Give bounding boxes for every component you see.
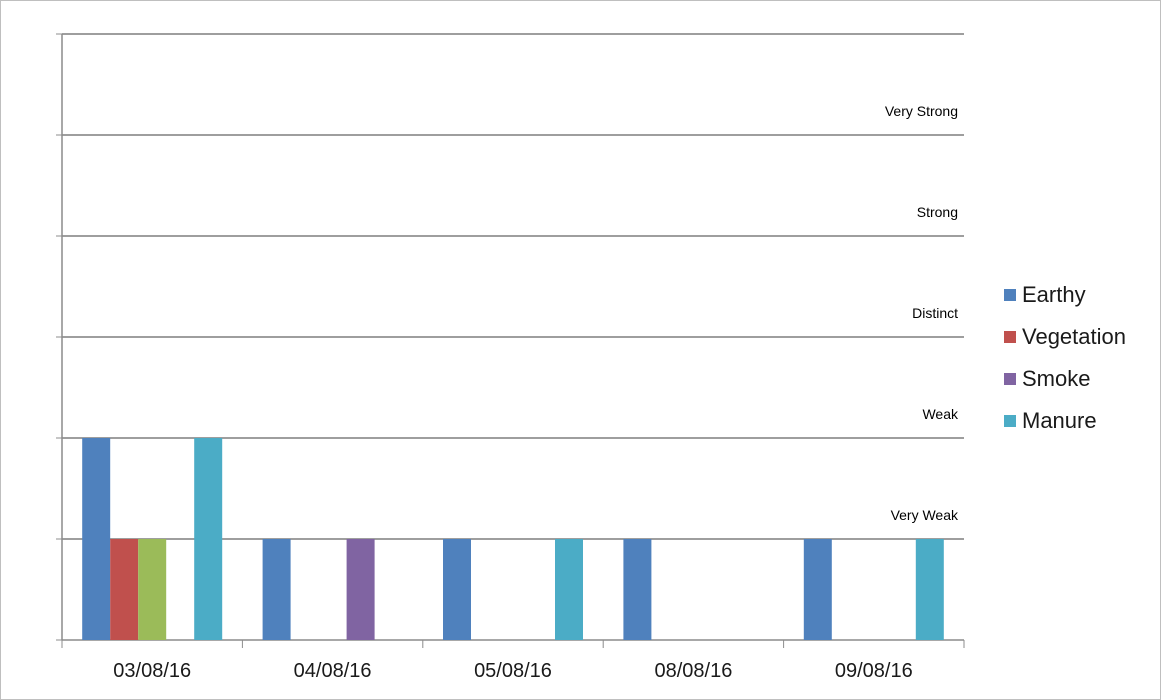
bar-manure-4 [915, 539, 944, 640]
legend-swatch-earthy [1004, 289, 1016, 301]
legend-label-smoke: Smoke [1022, 366, 1091, 391]
legend-swatch-manure [1004, 415, 1016, 427]
bar-earthy-3 [623, 539, 652, 640]
bar-earthy-2 [443, 539, 471, 640]
legend-label-earthy: Earthy [1022, 282, 1086, 307]
bar-earthy-4 [803, 539, 832, 640]
bar-earthy-1 [262, 539, 291, 640]
x-tick-label: 08/08/16 [654, 660, 732, 682]
legend-label-manure: Manure [1022, 408, 1097, 433]
legend-label-vegetation: Vegetation [1022, 324, 1126, 349]
x-tick-label: 03/08/16 [113, 660, 191, 682]
bar-earthy-0 [82, 438, 111, 640]
legend-item-manure: Manure [1004, 400, 1126, 442]
chart-legend: Earthy Vegetation Smoke Manure [1004, 274, 1126, 442]
bar-manure-0 [194, 438, 223, 640]
x-tick-label: 05/08/16 [474, 660, 552, 682]
x-tick-label: 04/08/16 [294, 660, 372, 682]
level-label: Distinct [912, 305, 958, 321]
bar-manure-2 [555, 539, 583, 640]
legend-item-earthy: Earthy [1004, 274, 1126, 316]
level-label: Very Strong [885, 103, 958, 119]
legend-item-smoke: Smoke [1004, 358, 1126, 400]
legend-swatch-vegetation [1004, 331, 1016, 343]
bar-vegetation-0 [110, 539, 139, 640]
legend-swatch-smoke [1004, 373, 1016, 385]
level-label: Very Weak [891, 507, 959, 523]
bar-smoke-1 [346, 539, 375, 640]
legend-item-vegetation: Vegetation [1004, 316, 1126, 358]
level-label: Strong [917, 204, 958, 220]
x-tick-label: 09/08/16 [835, 660, 913, 682]
bar-series-2-0 [138, 539, 167, 640]
level-label: Weak [922, 406, 959, 422]
